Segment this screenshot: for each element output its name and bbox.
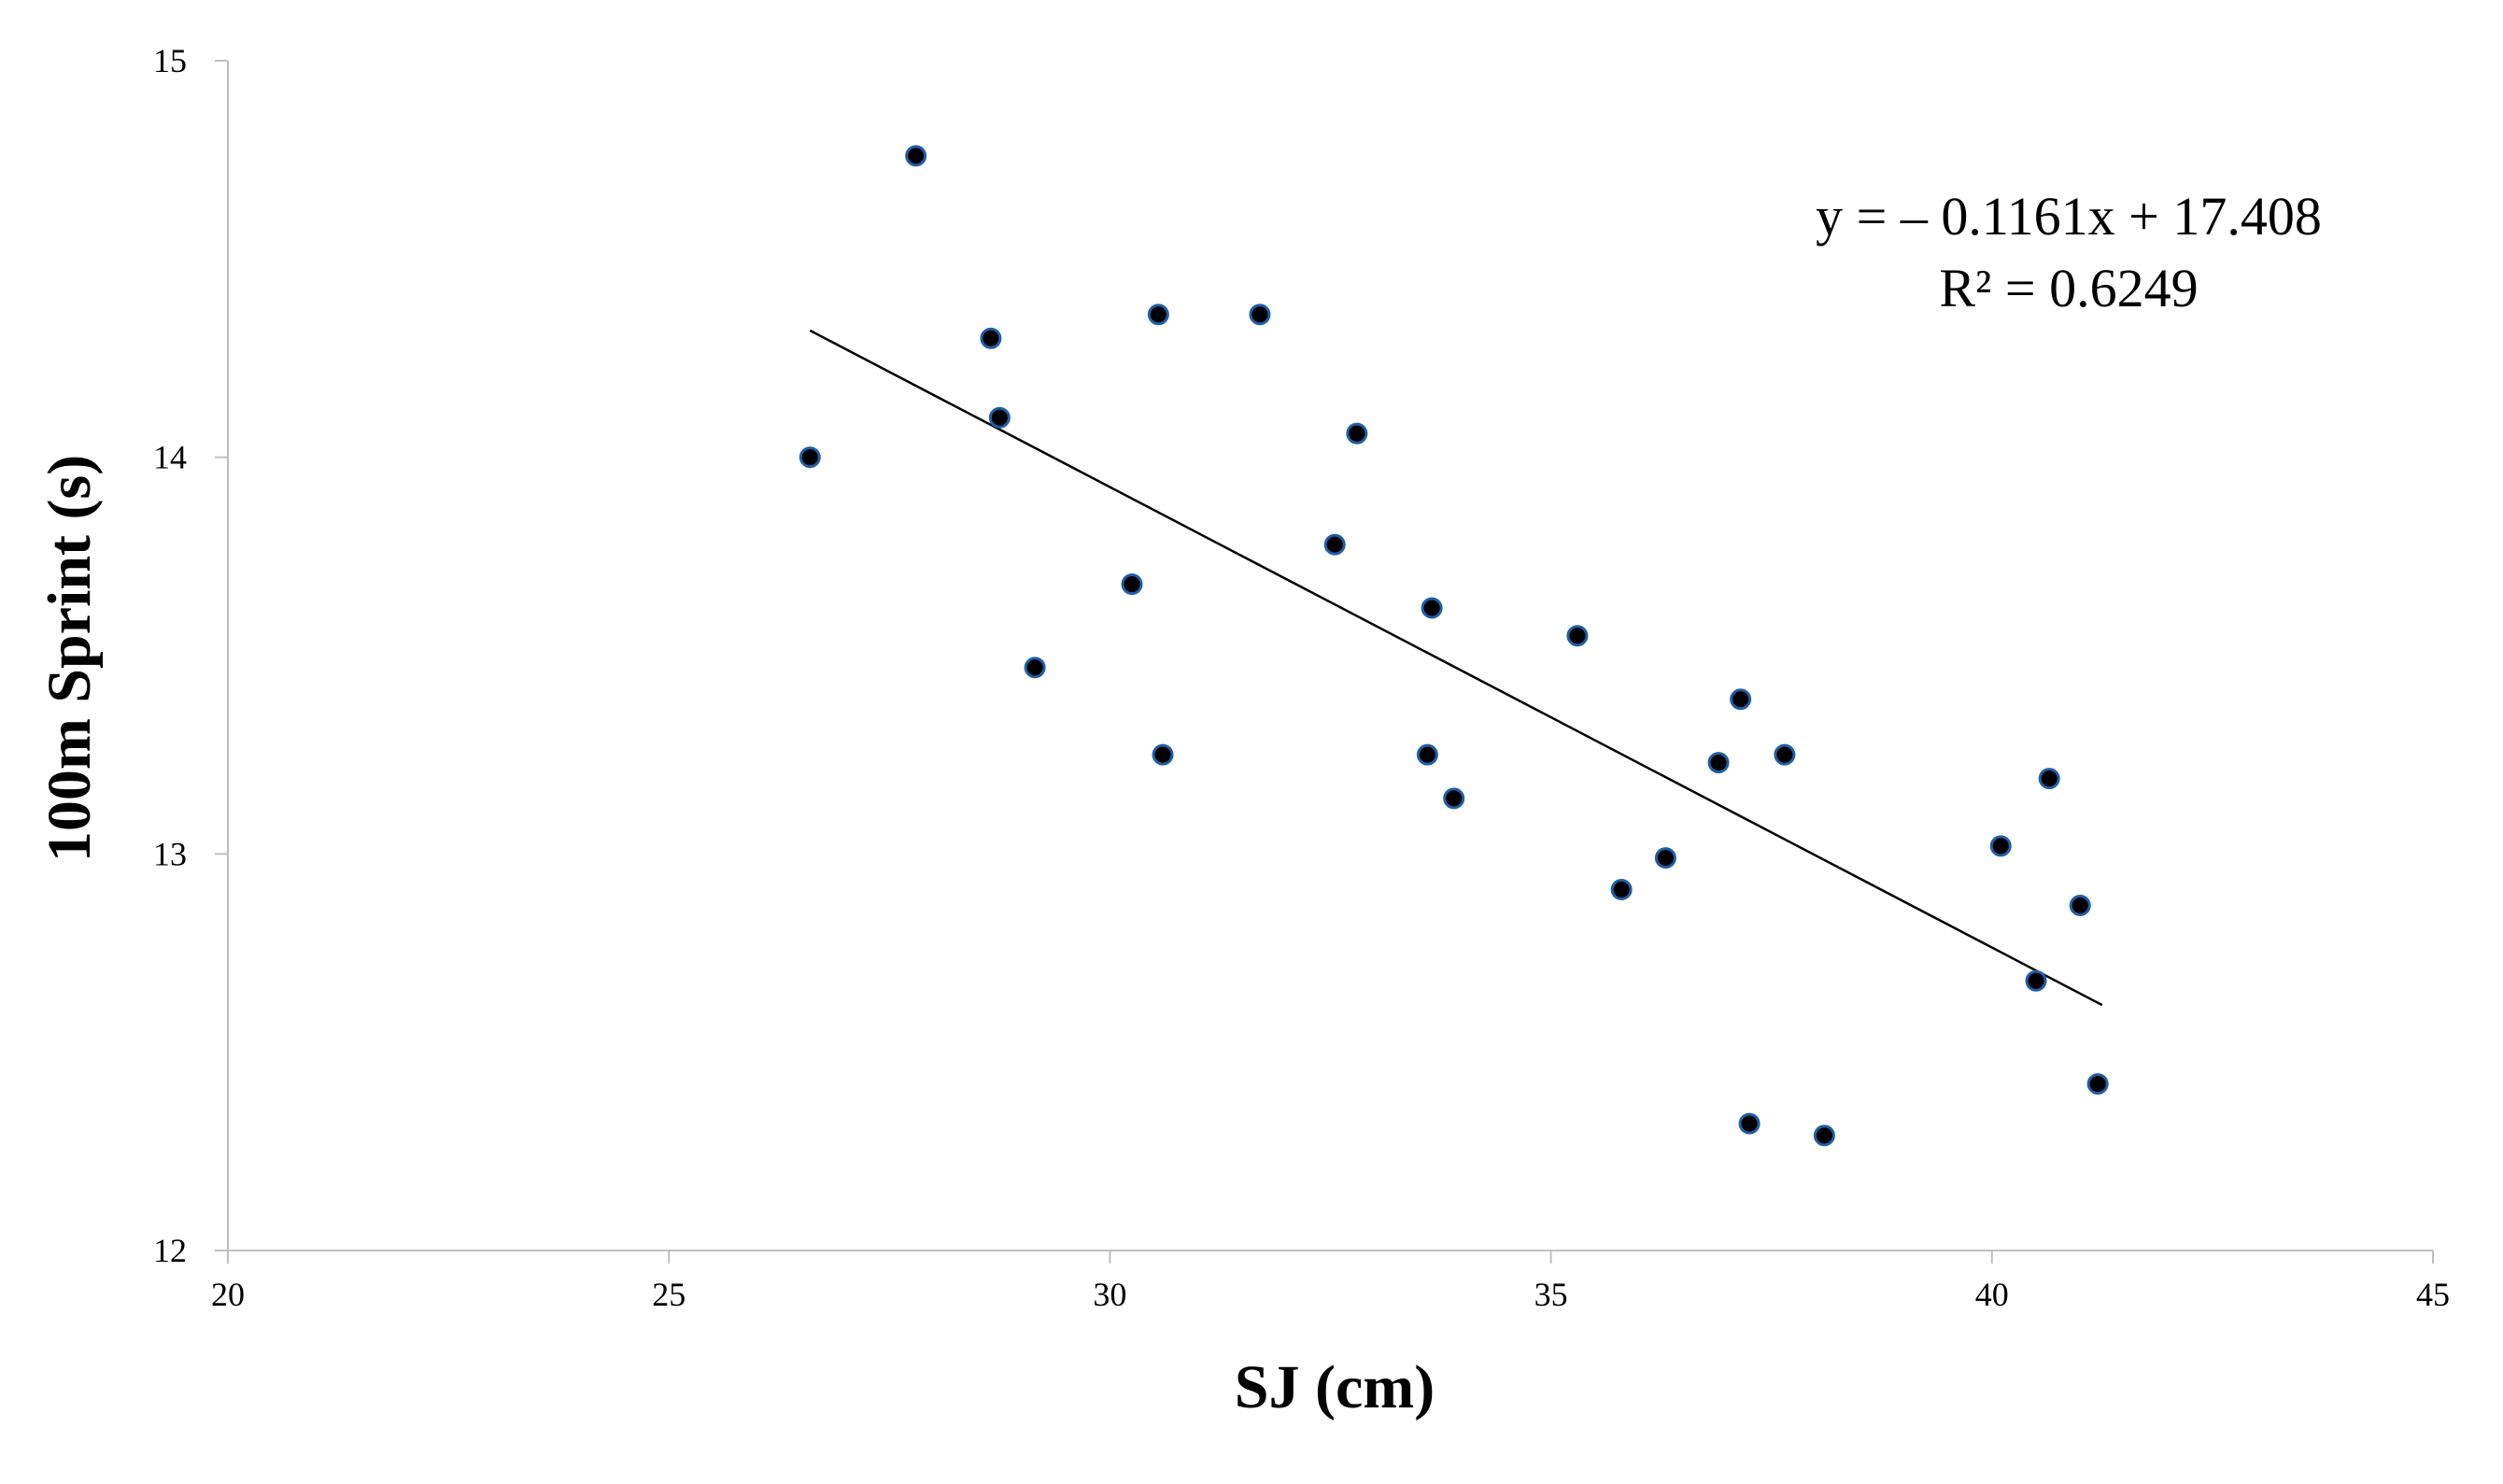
- data-point: [799, 446, 821, 469]
- data-point: [1989, 835, 2012, 857]
- data-point: [1654, 847, 1676, 869]
- data-point: [1443, 787, 1465, 810]
- data-point: [1416, 743, 1438, 766]
- data-point: [1707, 752, 1730, 774]
- data-point: [905, 145, 927, 167]
- x-tick-label: 25: [652, 1276, 686, 1313]
- y-tick-label: 15: [153, 42, 187, 79]
- data-point: [2038, 768, 2060, 790]
- data-point: [1249, 304, 1271, 326]
- data-point: [1024, 657, 1046, 679]
- x-tick-label: 30: [1093, 1276, 1126, 1313]
- y-axis-title: 100m Sprint (s): [35, 455, 104, 862]
- data-point: [1566, 625, 1589, 647]
- trendline-equation: y = – 0.1161x + 17.408: [1816, 186, 2322, 247]
- data-point: [1738, 1112, 1761, 1135]
- x-axis-title: SJ (cm): [1235, 1353, 1435, 1421]
- data-points: [799, 145, 2109, 1147]
- data-point: [1346, 422, 1368, 445]
- data-point: [2025, 969, 2047, 992]
- data-point: [1730, 688, 1752, 711]
- y-tick-label: 14: [153, 439, 187, 476]
- trendline-layer: [809, 329, 2103, 1007]
- data-point: [1774, 743, 1796, 766]
- r-squared-label: R² = 0.6249: [1939, 258, 2198, 318]
- data-point: [1152, 743, 1174, 766]
- y-tick-label: 12: [153, 1232, 187, 1269]
- data-point: [1147, 304, 1169, 326]
- y-tick-label: 13: [153, 835, 187, 872]
- x-tick-label: 20: [211, 1276, 245, 1313]
- data-point: [1813, 1124, 1835, 1147]
- data-point: [1323, 533, 1346, 556]
- data-point: [2086, 1073, 2109, 1095]
- data-point: [1121, 573, 1143, 596]
- data-point: [2069, 895, 2091, 917]
- data-point: [1421, 597, 1443, 619]
- data-point: [1610, 879, 1633, 901]
- data-point: [988, 406, 1011, 429]
- trendline: [809, 329, 2103, 1007]
- x-tick-label: 45: [2416, 1276, 2450, 1313]
- x-tick-label: 40: [1975, 1276, 2009, 1313]
- x-tick-label: 35: [1534, 1276, 1568, 1313]
- axes: 20 25 30 35 40 45 12 13 14 15: [153, 42, 2450, 1313]
- data-point: [980, 327, 1002, 349]
